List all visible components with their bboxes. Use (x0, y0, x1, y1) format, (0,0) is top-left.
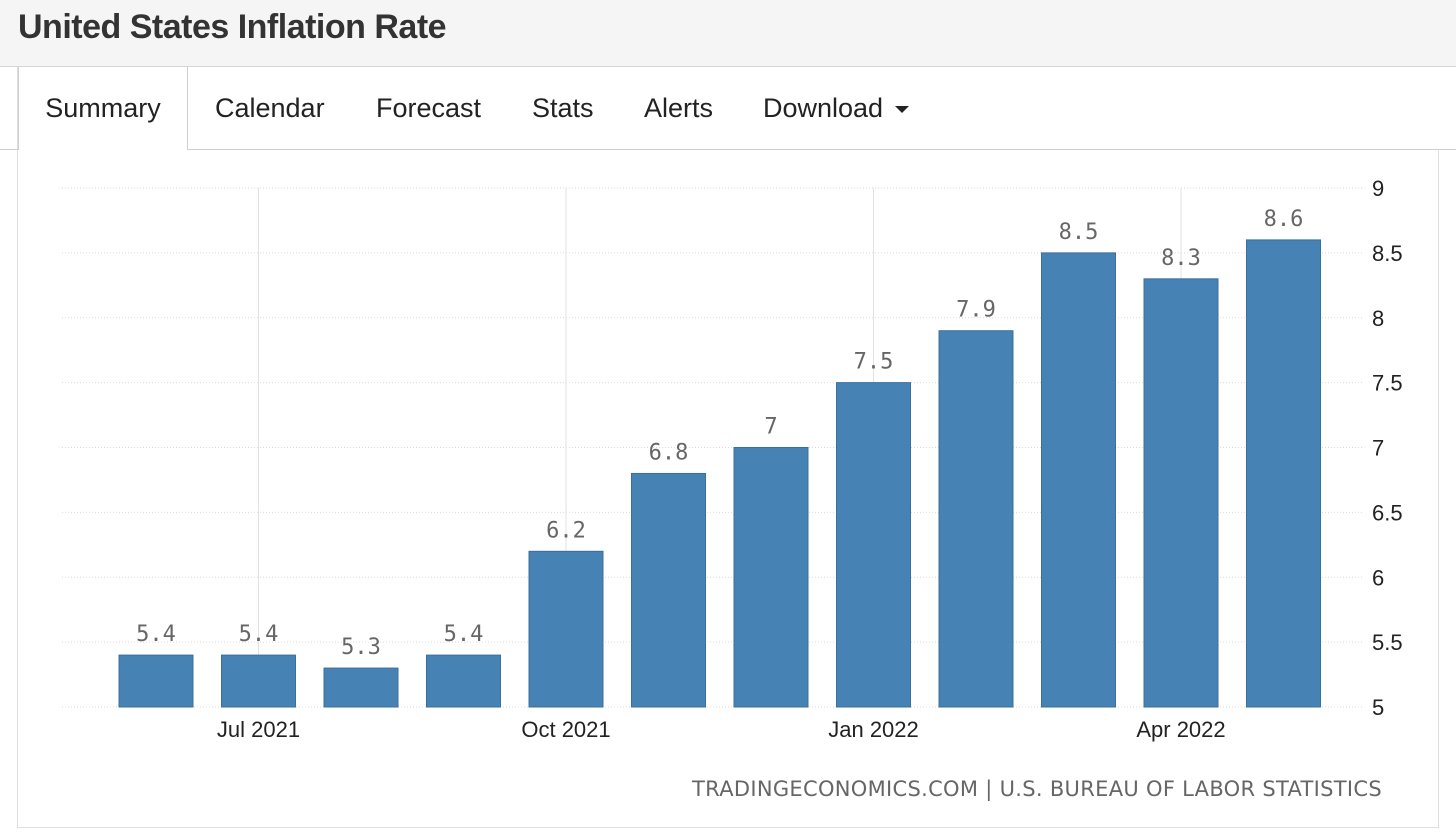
y-axis-tick-labels: 5 5.5 6 6.5 7 7.5 8 8.5 9 (1372, 176, 1403, 720)
data-label: 7.9 (956, 298, 996, 323)
bar[interactable] (426, 654, 501, 708)
data-label: 8.5 (1059, 220, 1099, 245)
bar[interactable] (1246, 239, 1321, 708)
x-tick-label: Jan 2022 (828, 717, 919, 742)
tab-summary[interactable]: Summary (18, 67, 188, 150)
x-tick-label: Jul 2021 (217, 717, 300, 742)
y-tick-label: 5.5 (1372, 630, 1403, 655)
page-header: United States Inflation Rate (0, 0, 1456, 67)
bar[interactable] (836, 382, 911, 708)
chart-frame (17, 150, 1439, 828)
y-tick-label: 6.5 (1372, 500, 1403, 525)
data-label: 7 (764, 415, 777, 440)
tab-bar: Summary Calendar Forecast Stats Alerts D… (0, 67, 1456, 150)
bar[interactable] (323, 667, 399, 708)
y-tick-label: 8 (1372, 306, 1384, 331)
data-label: 8.3 (1161, 246, 1201, 271)
tab-download-label: Download (763, 93, 884, 123)
x-axis-tick-labels: Jul 2021 Oct 2021 Jan 2022 Apr 2022 (217, 717, 1226, 742)
data-label: 6.8 (649, 440, 689, 465)
y-tick-label: 9 (1372, 176, 1384, 201)
page-title: United States Inflation Rate (18, 8, 447, 46)
bar[interactable] (221, 654, 296, 708)
x-tick-label: Apr 2022 (1136, 717, 1225, 742)
y-tick-label: 8.5 (1372, 241, 1403, 266)
tab-alerts[interactable]: Alerts (644, 67, 713, 149)
tab-download[interactable]: Download (763, 67, 910, 149)
tab-stats-label: Stats (532, 93, 594, 123)
data-label: 7.5 (854, 350, 894, 375)
data-label: 6.2 (546, 518, 586, 543)
tab-bar-edge (17, 67, 18, 149)
tab-alerts-label: Alerts (644, 93, 714, 123)
bar[interactable] (528, 550, 604, 708)
source-attribution[interactable]: TRADINGECONOMICS.COM | U.S. BUREAU OF LA… (692, 777, 1382, 801)
bar[interactable] (631, 472, 706, 708)
data-label: 8.6 (1264, 207, 1304, 232)
tab-forecast[interactable]: Forecast (376, 67, 481, 149)
data-label: 5.4 (136, 622, 176, 647)
bar[interactable] (118, 654, 194, 708)
tab-calendar-label: Calendar (215, 93, 325, 123)
tab-stats[interactable]: Stats (532, 67, 594, 149)
y-tick-label: 6 (1372, 565, 1384, 590)
bar[interactable] (938, 330, 1014, 708)
data-label: 5.4 (239, 622, 279, 647)
x-tick-label: Oct 2021 (521, 717, 610, 742)
bar[interactable] (1041, 252, 1116, 708)
data-label: 5.4 (444, 622, 484, 647)
bar[interactable] (1143, 278, 1219, 708)
y-tick-label: 7 (1372, 436, 1384, 461)
caret-down-icon[interactable] (895, 106, 910, 114)
y-tick-label: 7.5 (1372, 371, 1403, 396)
y-tick-label: 5 (1372, 695, 1384, 720)
tab-forecast-label: Forecast (376, 93, 482, 123)
tab-calendar[interactable]: Calendar (215, 67, 325, 149)
bar[interactable] (733, 447, 809, 708)
data-label-layer: 5.4 5.4 5.3 5.4 6.2 6.8 7 7.5 7.9 8.5 8.3 8.6 (136, 207, 1303, 660)
bar-layer (118, 239, 1321, 708)
data-label: 5.3 (341, 635, 381, 660)
tab-summary-label: Summary (45, 93, 161, 123)
